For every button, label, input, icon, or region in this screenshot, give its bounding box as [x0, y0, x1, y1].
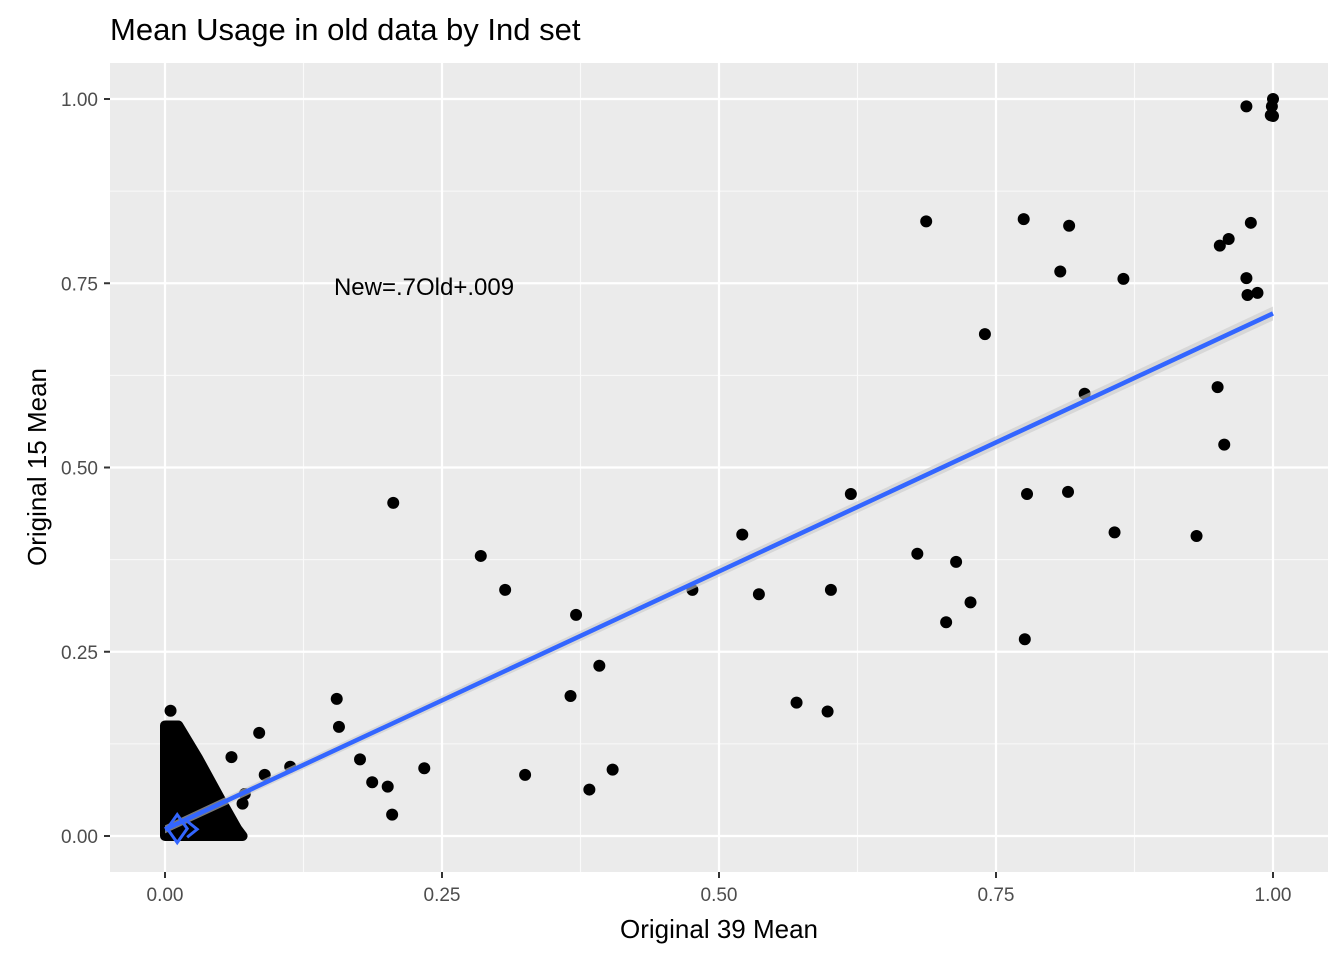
data-point — [1218, 438, 1231, 451]
data-point — [1244, 216, 1257, 229]
y-tick-label: 1.00 — [61, 90, 98, 111]
data-point — [225, 751, 238, 764]
data-point — [1240, 272, 1253, 285]
data-point — [366, 776, 379, 789]
data-point — [1251, 286, 1264, 299]
data-point — [790, 696, 803, 709]
data-point — [1190, 530, 1203, 543]
data-point — [752, 588, 765, 601]
fit-marker — [165, 812, 190, 846]
data-point — [1213, 239, 1226, 252]
x-tick-label: 0.25 — [424, 885, 461, 906]
y-axis-ticks: 0.00 0.25 0.50 0.75 1.00 — [61, 90, 110, 848]
data-point — [1222, 233, 1235, 246]
data-point — [950, 555, 963, 568]
data-point — [964, 596, 977, 609]
data-point — [583, 783, 596, 796]
data-point — [606, 763, 619, 776]
x-axis-title: Original 39 Mean — [620, 914, 818, 944]
data-point — [1267, 109, 1279, 122]
data-point — [1021, 488, 1034, 501]
x-tick-label: 1.00 — [1255, 885, 1292, 906]
data-point — [1240, 100, 1253, 113]
data-point — [978, 328, 991, 341]
data-point — [330, 692, 343, 705]
data-point — [593, 659, 606, 672]
major-gridlines — [110, 63, 1328, 872]
data-point — [736, 528, 749, 541]
data-point — [386, 808, 399, 821]
data-point — [570, 608, 583, 621]
data-point — [1054, 265, 1067, 278]
data-point — [499, 583, 512, 596]
data-point — [332, 720, 345, 733]
data-point — [418, 762, 431, 775]
y-tick-label: 0.50 — [61, 459, 98, 480]
y-axis-title: Original 15 Mean — [22, 368, 52, 566]
data-point — [387, 496, 400, 509]
data-point — [920, 215, 933, 228]
fit-line-group — [164, 306, 1274, 846]
data-point — [253, 726, 266, 739]
data-point — [474, 549, 487, 562]
regression-annotation: New=.7Old+.009 — [334, 274, 514, 301]
x-tick-label: 0.00 — [147, 885, 184, 906]
x-tick-label: 0.50 — [701, 885, 738, 906]
chart-title: Mean Usage in old data by Ind set — [110, 12, 581, 47]
y-tick-label: 0.00 — [61, 827, 98, 848]
data-point — [844, 488, 857, 501]
fit-marker — [186, 820, 200, 839]
data-point — [1017, 213, 1030, 226]
data-point — [824, 583, 837, 596]
data-point — [911, 547, 924, 560]
data-point — [940, 616, 953, 629]
y-tick-label: 0.75 — [61, 274, 98, 295]
data-point — [354, 753, 367, 766]
dense-cluster-blob — [160, 720, 248, 841]
data-point — [821, 705, 834, 718]
data-point — [1117, 272, 1130, 285]
data-point — [1108, 526, 1121, 539]
data-point — [519, 768, 532, 781]
data-point — [1267, 93, 1279, 105]
data-point — [1018, 633, 1031, 646]
data-point — [236, 797, 249, 810]
dense-point-cluster — [160, 720, 248, 841]
data-point — [564, 689, 577, 702]
y-tick-label: 0.25 — [61, 643, 98, 664]
data-point — [1062, 485, 1075, 498]
data-point — [1063, 219, 1076, 232]
data-point — [164, 704, 177, 717]
fit-line — [164, 311, 1274, 832]
data-point — [1211, 381, 1224, 394]
x-tick-label: 0.75 — [978, 885, 1015, 906]
data-point — [1241, 289, 1254, 302]
x-axis-ticks: 0.00 0.25 0.50 0.75 1.00 — [147, 872, 1292, 906]
data-point — [381, 780, 394, 793]
